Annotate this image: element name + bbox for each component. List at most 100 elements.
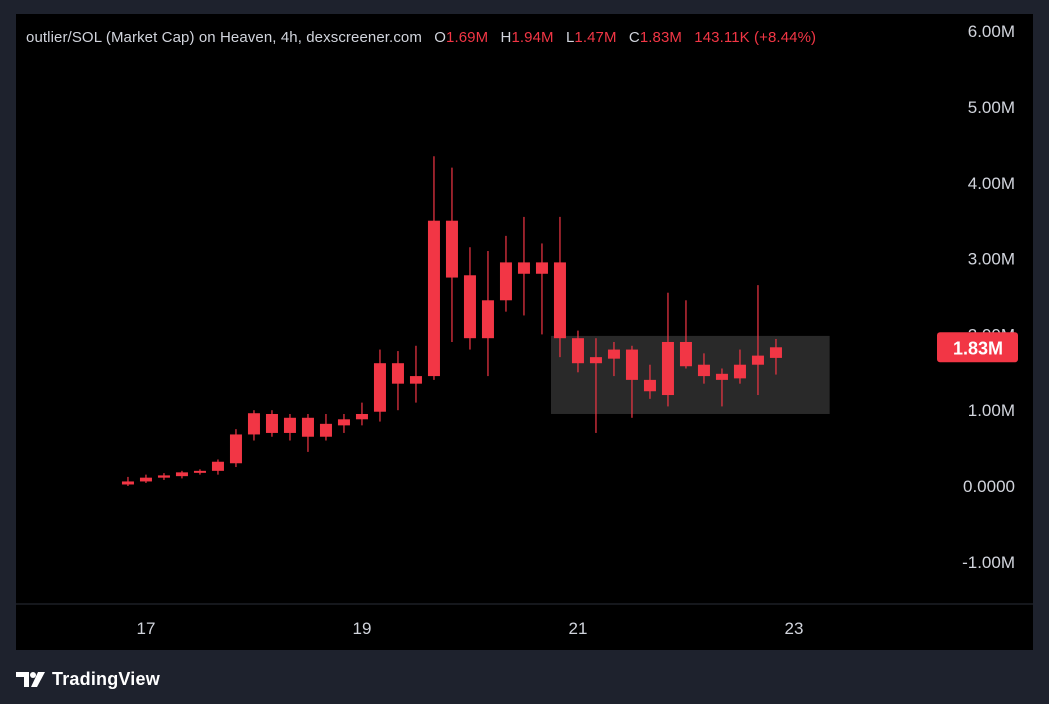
candle[interactable] (571, 330, 584, 373)
candle[interactable] (481, 251, 494, 377)
close-value: 1.83M (639, 29, 683, 46)
candle-body (517, 262, 530, 274)
candle[interactable] (535, 243, 548, 335)
candle[interactable] (463, 247, 476, 350)
candle-body (553, 262, 566, 339)
candle-body (733, 364, 746, 379)
candle[interactable] (751, 285, 764, 396)
y-tick-label: 6.00M (968, 22, 1015, 41)
candle-body (355, 413, 368, 420)
close-key: C (628, 29, 640, 46)
candle[interactable] (553, 216, 566, 358)
candle-body (121, 481, 134, 485)
candle-body (751, 355, 764, 365)
candle[interactable] (697, 353, 710, 384)
candlestick-chart[interactable]: 6.00M5.00M4.00M3.00M2.00M1.00M0.0000-1.0… (16, 14, 1033, 650)
candle-body (319, 423, 332, 437)
candle[interactable] (517, 216, 530, 316)
tradingview-attribution[interactable]: TradingView (16, 666, 160, 692)
candle-body (589, 357, 602, 364)
candle[interactable] (139, 474, 152, 483)
candle[interactable] (643, 364, 656, 399)
candle-body (301, 417, 314, 437)
low-value: 1.47M (574, 29, 617, 46)
candle[interactable] (355, 402, 368, 426)
candle-body (571, 338, 584, 364)
y-tick-label: 5.00M (968, 98, 1015, 117)
candle[interactable] (283, 413, 296, 441)
x-tick-label: 19 (353, 619, 372, 638)
last-price-label: 1.83M (953, 338, 1003, 358)
candle[interactable] (247, 410, 260, 441)
y-tick-label: 4.00M (968, 174, 1015, 193)
tradingview-logo-icon (16, 672, 45, 687)
candle-body (535, 262, 548, 274)
open-key: O (434, 29, 447, 46)
low-key: L (565, 29, 575, 46)
candle-body (409, 376, 422, 384)
y-tick-label: -1.00M (962, 553, 1015, 572)
candle[interactable] (589, 338, 602, 433)
candle[interactable] (211, 459, 224, 475)
candle-body (427, 220, 440, 377)
candle-body (211, 461, 224, 471)
tradingview-brand-text: TradingView (52, 668, 160, 689)
candle[interactable] (679, 300, 692, 369)
high-key: H (500, 29, 512, 46)
chart-legend: outlier/SOL (Market Cap) on Heaven, 4h, … (26, 29, 816, 46)
candle[interactable] (319, 413, 332, 441)
y-tick-label: 3.00M (968, 250, 1015, 269)
candle-body (139, 477, 152, 482)
candle[interactable] (121, 476, 134, 486)
candle[interactable] (337, 413, 350, 433)
open-value: 1.69M (446, 29, 489, 46)
candle[interactable] (157, 473, 170, 480)
candle-body (481, 300, 494, 339)
candle-body (247, 413, 260, 435)
candle-body (697, 364, 710, 377)
chart-panel[interactable]: 6.00M5.00M4.00M3.00M2.00M1.00M0.0000-1.0… (16, 14, 1033, 650)
candle-body (391, 363, 404, 384)
last-price-tag: 1.83M (937, 332, 1018, 363)
x-tick-label: 17 (137, 619, 156, 638)
candle[interactable] (607, 341, 620, 377)
candle[interactable] (193, 469, 206, 475)
candle[interactable] (625, 345, 638, 418)
candle-body (283, 417, 296, 433)
y-tick-label: 0.0000 (963, 477, 1015, 496)
candle-body (157, 475, 170, 478)
candle-body (769, 347, 782, 358)
candle-body (445, 220, 458, 278)
candle[interactable] (301, 413, 314, 452)
candle-body (679, 341, 692, 367)
candle[interactable] (499, 235, 512, 312)
candle[interactable] (409, 345, 422, 403)
candle-body (625, 349, 638, 380)
candle-body (499, 262, 512, 301)
candle[interactable] (427, 156, 440, 380)
last-price-tag-bg (937, 332, 1018, 363)
candle[interactable] (373, 349, 386, 422)
symbol-title: outlier/SOL (Market Cap) on Heaven, 4h, … (26, 29, 422, 46)
candle[interactable] (661, 292, 674, 407)
candle[interactable] (445, 167, 458, 342)
y-tick-label: 1.00M (968, 401, 1015, 420)
x-tick-label: 23 (785, 619, 804, 638)
high-value: 1.94M (511, 29, 554, 46)
candle-body (193, 470, 206, 473)
candle-body (229, 434, 242, 464)
candle[interactable] (715, 368, 728, 407)
x-tick-label: 21 (569, 619, 588, 638)
candle-body (607, 349, 620, 359)
candle-body (463, 275, 476, 339)
change-value: 143.11K (+8.44%) (694, 29, 817, 46)
candle-body (715, 373, 728, 380)
candle[interactable] (175, 470, 188, 479)
candle[interactable] (391, 351, 404, 411)
candle[interactable] (733, 349, 746, 384)
candle[interactable] (265, 410, 278, 437)
candle-body (175, 472, 188, 477)
candle-body (643, 379, 656, 392)
candle[interactable] (769, 338, 782, 375)
candle[interactable] (229, 429, 242, 468)
